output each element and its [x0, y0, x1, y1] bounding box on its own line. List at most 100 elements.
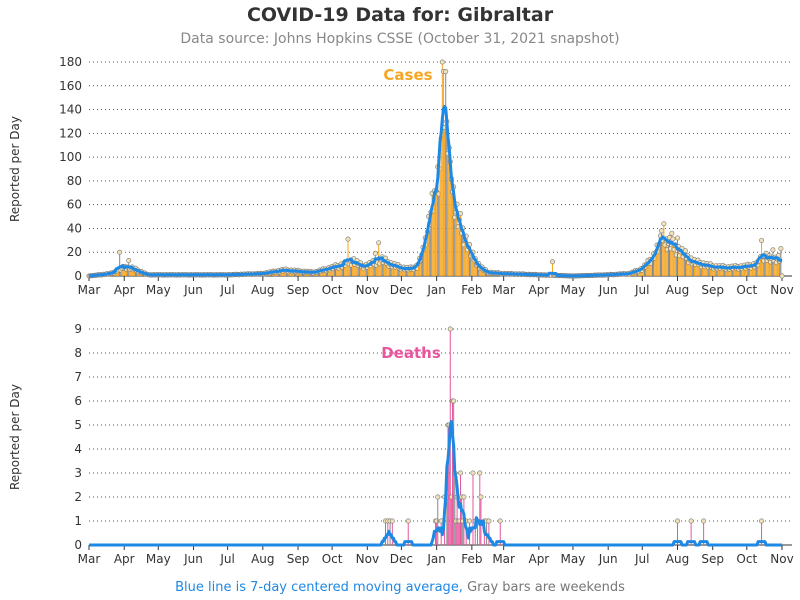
cases-bar [354, 264, 356, 276]
cases-bar [741, 268, 743, 276]
cases-bar [370, 265, 372, 276]
cases-y-tick-label: 80 [67, 174, 82, 188]
cases-bar [118, 270, 120, 276]
chart-title: COVID-19 Data for: Gibraltar [246, 4, 554, 26]
cases-bar [751, 265, 753, 276]
cases-bar [480, 267, 482, 276]
deaths-x-tick-label: Mar [78, 552, 101, 566]
cases-x-tick-label: Mar [492, 283, 515, 297]
cases-bar [762, 256, 764, 276]
cases-bar [696, 262, 698, 276]
cases-bar [352, 262, 354, 276]
deaths-x-tick-label: Jun [183, 552, 203, 566]
cases-bar [766, 260, 768, 276]
cases-bar [681, 248, 683, 276]
cases-bar [380, 260, 382, 276]
deaths-point [457, 470, 463, 476]
cases-bar [338, 268, 340, 276]
cases-bar [721, 266, 723, 276]
cases-bar [427, 231, 429, 276]
cases-bar [689, 260, 691, 276]
deaths-x-tick-label: Jul [634, 552, 649, 566]
deaths-x-tick-label: Oct [322, 552, 343, 566]
cases-bar [655, 252, 657, 276]
deaths-y-tick-label: 7 [74, 370, 82, 384]
cases-bar [458, 219, 460, 276]
deaths-x-tick-label: Oct [736, 552, 757, 566]
deaths-x-tick-label: Aug [666, 552, 689, 566]
cases-bar [411, 269, 413, 276]
cases-point [759, 237, 765, 243]
cases-bar [711, 267, 713, 276]
cases-bar [349, 260, 351, 276]
cases-bar [739, 267, 741, 276]
cases-bar [424, 237, 426, 276]
cases-bar [132, 269, 134, 276]
deaths-point [477, 470, 483, 476]
cases-bar [753, 263, 755, 276]
cases-bar [398, 267, 400, 276]
cases-bar [441, 62, 443, 276]
deaths-y-tick-label: 1 [74, 514, 82, 528]
cases-x-tick-label: Oct [322, 283, 343, 297]
cases-x-tick-label: Jun [598, 283, 618, 297]
cases-bar [708, 265, 710, 276]
cases-bar [350, 265, 352, 276]
cases-bar [120, 270, 122, 276]
cases-bar [472, 252, 474, 276]
cases-bar [439, 169, 441, 276]
deaths-y-tick-label: 8 [74, 346, 82, 360]
cases-point [770, 247, 776, 253]
cases-bar [722, 265, 724, 276]
cases-bar [469, 244, 471, 276]
cases-bar [775, 262, 777, 276]
footnote-moving-average: Blue line is 7-day centered moving avera… [175, 580, 463, 595]
cases-bar [717, 267, 719, 276]
cases-bar [732, 268, 734, 276]
cases-bar [125, 269, 128, 276]
cases-bar [465, 236, 467, 276]
cases-x-tick-label: Sep [701, 283, 724, 297]
cases-bar [479, 268, 481, 276]
cases-bar [402, 268, 404, 276]
cases-bar [127, 267, 129, 276]
cases-bar [438, 193, 440, 276]
cases-bar [397, 264, 399, 276]
cases-bar [386, 263, 388, 276]
cases-bar [455, 212, 457, 276]
cases-bar [658, 244, 660, 276]
cases-panel-label: Cases [383, 66, 432, 84]
cases-x-tick-label: Apr [114, 283, 135, 297]
cases-bar [434, 192, 437, 276]
cases-bar [670, 248, 672, 276]
cases-bar [447, 153, 449, 276]
cases-bar [362, 265, 364, 276]
cases-bar [341, 267, 343, 276]
cases-bar [749, 264, 751, 276]
cases-bar [743, 265, 746, 276]
deaths-point [405, 518, 411, 524]
cases-bar [344, 262, 346, 276]
cases-bar [367, 264, 369, 276]
cases-bar [357, 265, 359, 276]
cases-bar [414, 267, 416, 276]
cases-bar [692, 262, 694, 276]
cases-bar [373, 264, 375, 276]
cases-bar [771, 258, 773, 276]
cases-bar [662, 240, 664, 276]
cases-bar [121, 268, 123, 276]
cases-y-tick-label: 0 [74, 269, 82, 283]
cases-bar [709, 263, 711, 276]
cases-bar [646, 263, 648, 276]
cases-bar [482, 270, 484, 276]
cases-y-tick-label: 160 [59, 79, 82, 93]
cases-bar [292, 270, 295, 276]
cases-bar [733, 267, 735, 276]
cases-bar [645, 267, 647, 276]
cases-bar [742, 266, 744, 276]
cases-point [669, 230, 675, 236]
cases-x-tick-label: Sep [287, 283, 310, 297]
deaths-moving-average-line [88, 420, 783, 547]
cases-bar [466, 249, 468, 276]
cases-bar [417, 263, 419, 276]
